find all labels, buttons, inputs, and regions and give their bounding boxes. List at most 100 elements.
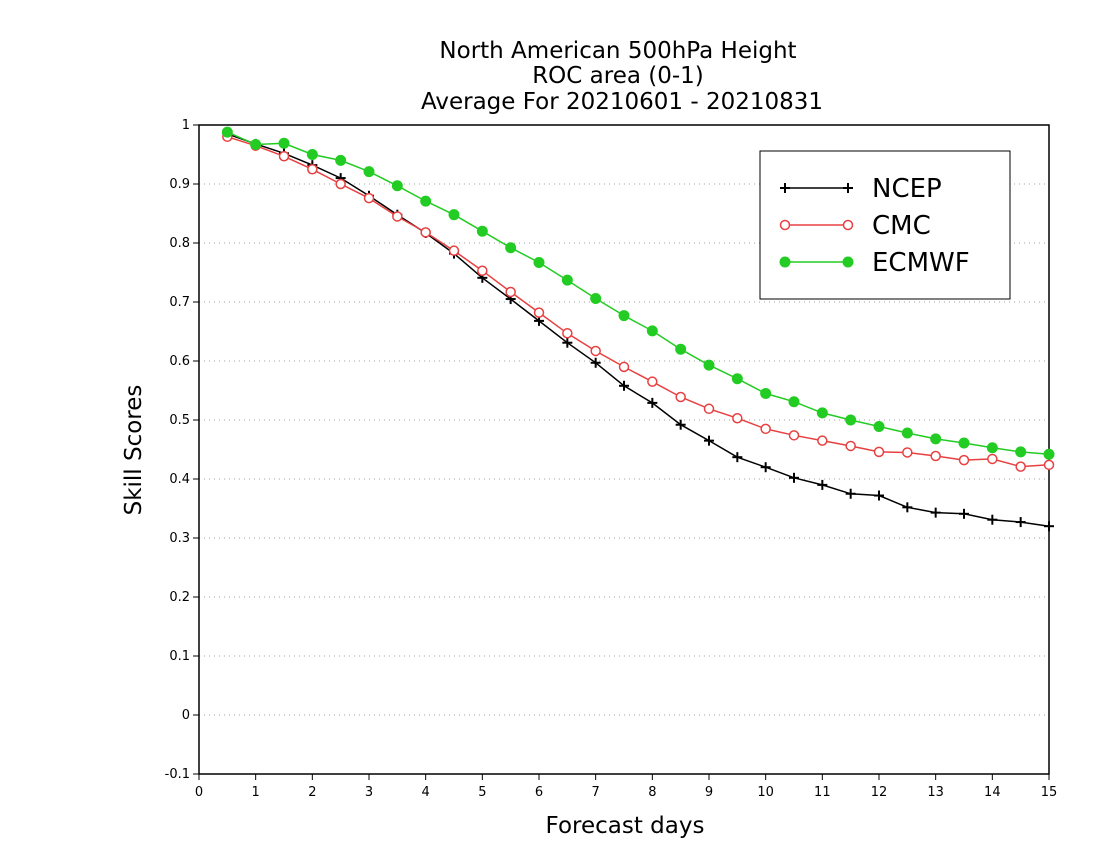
data-point-ncep [874, 490, 884, 501]
x-tick-label: 5 [478, 785, 486, 800]
x-tick-label: 1 [252, 785, 260, 800]
data-point-ncep [562, 337, 573, 348]
x-tick-label: 9 [705, 785, 713, 800]
data-point-cmc [505, 286, 516, 298]
data-point-ecmwf [505, 242, 517, 254]
data-point-cmc [307, 164, 318, 175]
x-tick-label: 12 [871, 785, 888, 800]
data-point-cmc [335, 178, 346, 190]
y-tick-label: 1 [182, 118, 190, 133]
grid-lines [199, 183, 1049, 716]
data-point-cmc [590, 345, 601, 357]
data-point-cmc [647, 376, 658, 387]
data-point-ncep [590, 357, 601, 368]
y-tick-label: 0.3 [169, 531, 190, 546]
data-point-cmc [533, 307, 545, 318]
data-point-ecmwf [221, 126, 233, 138]
data-point-cmc [1015, 461, 1026, 472]
legend-item-ecmwf: ECMWF [779, 248, 970, 278]
y-tick-label: 0.9 [169, 177, 190, 192]
data-point-ncep [675, 419, 686, 430]
data-point-ecmwf [1015, 446, 1027, 458]
data-point-ecmwf [590, 292, 602, 304]
data-point-ecmwf [363, 166, 375, 178]
y-tick-label: 0.2 [169, 590, 190, 605]
data-point-ecmwf [391, 180, 403, 192]
data-point-cmc [930, 450, 941, 462]
data-point-cmc [817, 435, 828, 446]
data-point-ecmwf [306, 149, 318, 160]
x-tick-label: 3 [365, 785, 373, 800]
chart-title-line-1: North American 500hPa Height [439, 38, 796, 64]
data-point-ecmwf [335, 154, 347, 166]
legend-label-cmc: CMC [872, 211, 931, 241]
data-point-ecmwf [250, 138, 262, 150]
data-point-cmc [1043, 459, 1055, 471]
data-point-ncep [1015, 517, 1026, 528]
data-point-cmc [363, 192, 375, 204]
chart-title-line-2: ROC area (0-1) [532, 63, 704, 89]
data-point-ncep [817, 479, 828, 490]
data-point-ecmwf [788, 396, 800, 408]
y-tick-label: 0.1 [169, 649, 190, 664]
data-point-ecmwf [533, 256, 545, 268]
data-point-ecmwf [420, 195, 432, 207]
data-point-ecmwf [873, 420, 885, 432]
data-point-ecmwf [703, 359, 715, 371]
data-point-cmc [987, 453, 998, 465]
data-point-ecmwf [476, 225, 488, 237]
data-point-cmc [760, 423, 771, 435]
data-point-cmc [788, 430, 800, 441]
data-point-cmc [420, 227, 431, 238]
x-tick-label: 10 [757, 785, 774, 800]
series-ecmwf [221, 126, 1055, 460]
data-point-ecmwf [986, 442, 998, 454]
x-tick-label: 7 [592, 785, 600, 800]
data-point-cmc [732, 412, 743, 424]
data-point-ecmwf [675, 343, 687, 355]
x-tick-label: 11 [814, 785, 831, 800]
x-tick-label: 4 [422, 785, 430, 800]
data-point-ecmwf [618, 310, 630, 322]
data-point-ncep [704, 435, 714, 446]
data-point-cmc [278, 151, 290, 162]
y-axis-label: Skill Scores [121, 385, 147, 516]
data-point-cmc [703, 403, 715, 415]
data-point-ncep [1044, 521, 1054, 532]
data-point-ecmwf [448, 209, 460, 221]
data-point-ecmwf [901, 427, 913, 439]
data-point-cmc [675, 391, 686, 403]
data-point-ecmwf [845, 414, 857, 426]
y-tick-label: 0.4 [169, 472, 190, 487]
legend-item-cmc: CMC [779, 211, 931, 241]
series-cmc [222, 131, 1055, 472]
data-point-ecmwf [816, 407, 828, 419]
data-point-ecmwf [958, 437, 970, 449]
data-point-cmc [902, 447, 913, 458]
y-tick-label: -0.1 [165, 767, 190, 782]
legend-label-ecmwf: ECMWF [872, 248, 970, 278]
legend-marker-ncep [843, 183, 853, 193]
y-tick-label: 0.5 [169, 413, 190, 428]
data-point-ncep [647, 397, 658, 408]
legend-item-ncep: NCEP [780, 174, 942, 204]
legend-marker-cmc [779, 219, 791, 231]
data-point-ncep [845, 488, 856, 499]
chart-title-line-3: Average For 20210601 - 20210831 [421, 89, 823, 115]
data-point-ecmwf [760, 387, 772, 399]
x-tick-label: 8 [648, 785, 656, 800]
data-point-cmc [873, 446, 885, 458]
x-tick-label: 0 [195, 785, 203, 800]
data-point-ecmwf [646, 325, 658, 337]
data-point-ncep [732, 452, 743, 463]
x-tick-label: 13 [927, 785, 944, 800]
data-point-ecmwf [731, 373, 743, 385]
data-point-cmc [958, 454, 970, 466]
legend-marker-ecmwf [779, 256, 791, 268]
data-point-ncep [930, 507, 941, 518]
legend-marker-cmc [842, 219, 854, 231]
data-point-ncep [789, 472, 799, 483]
data-point-ncep [902, 502, 913, 513]
legend-marker-ncep [780, 183, 790, 193]
x-tick-label: 2 [308, 785, 316, 800]
